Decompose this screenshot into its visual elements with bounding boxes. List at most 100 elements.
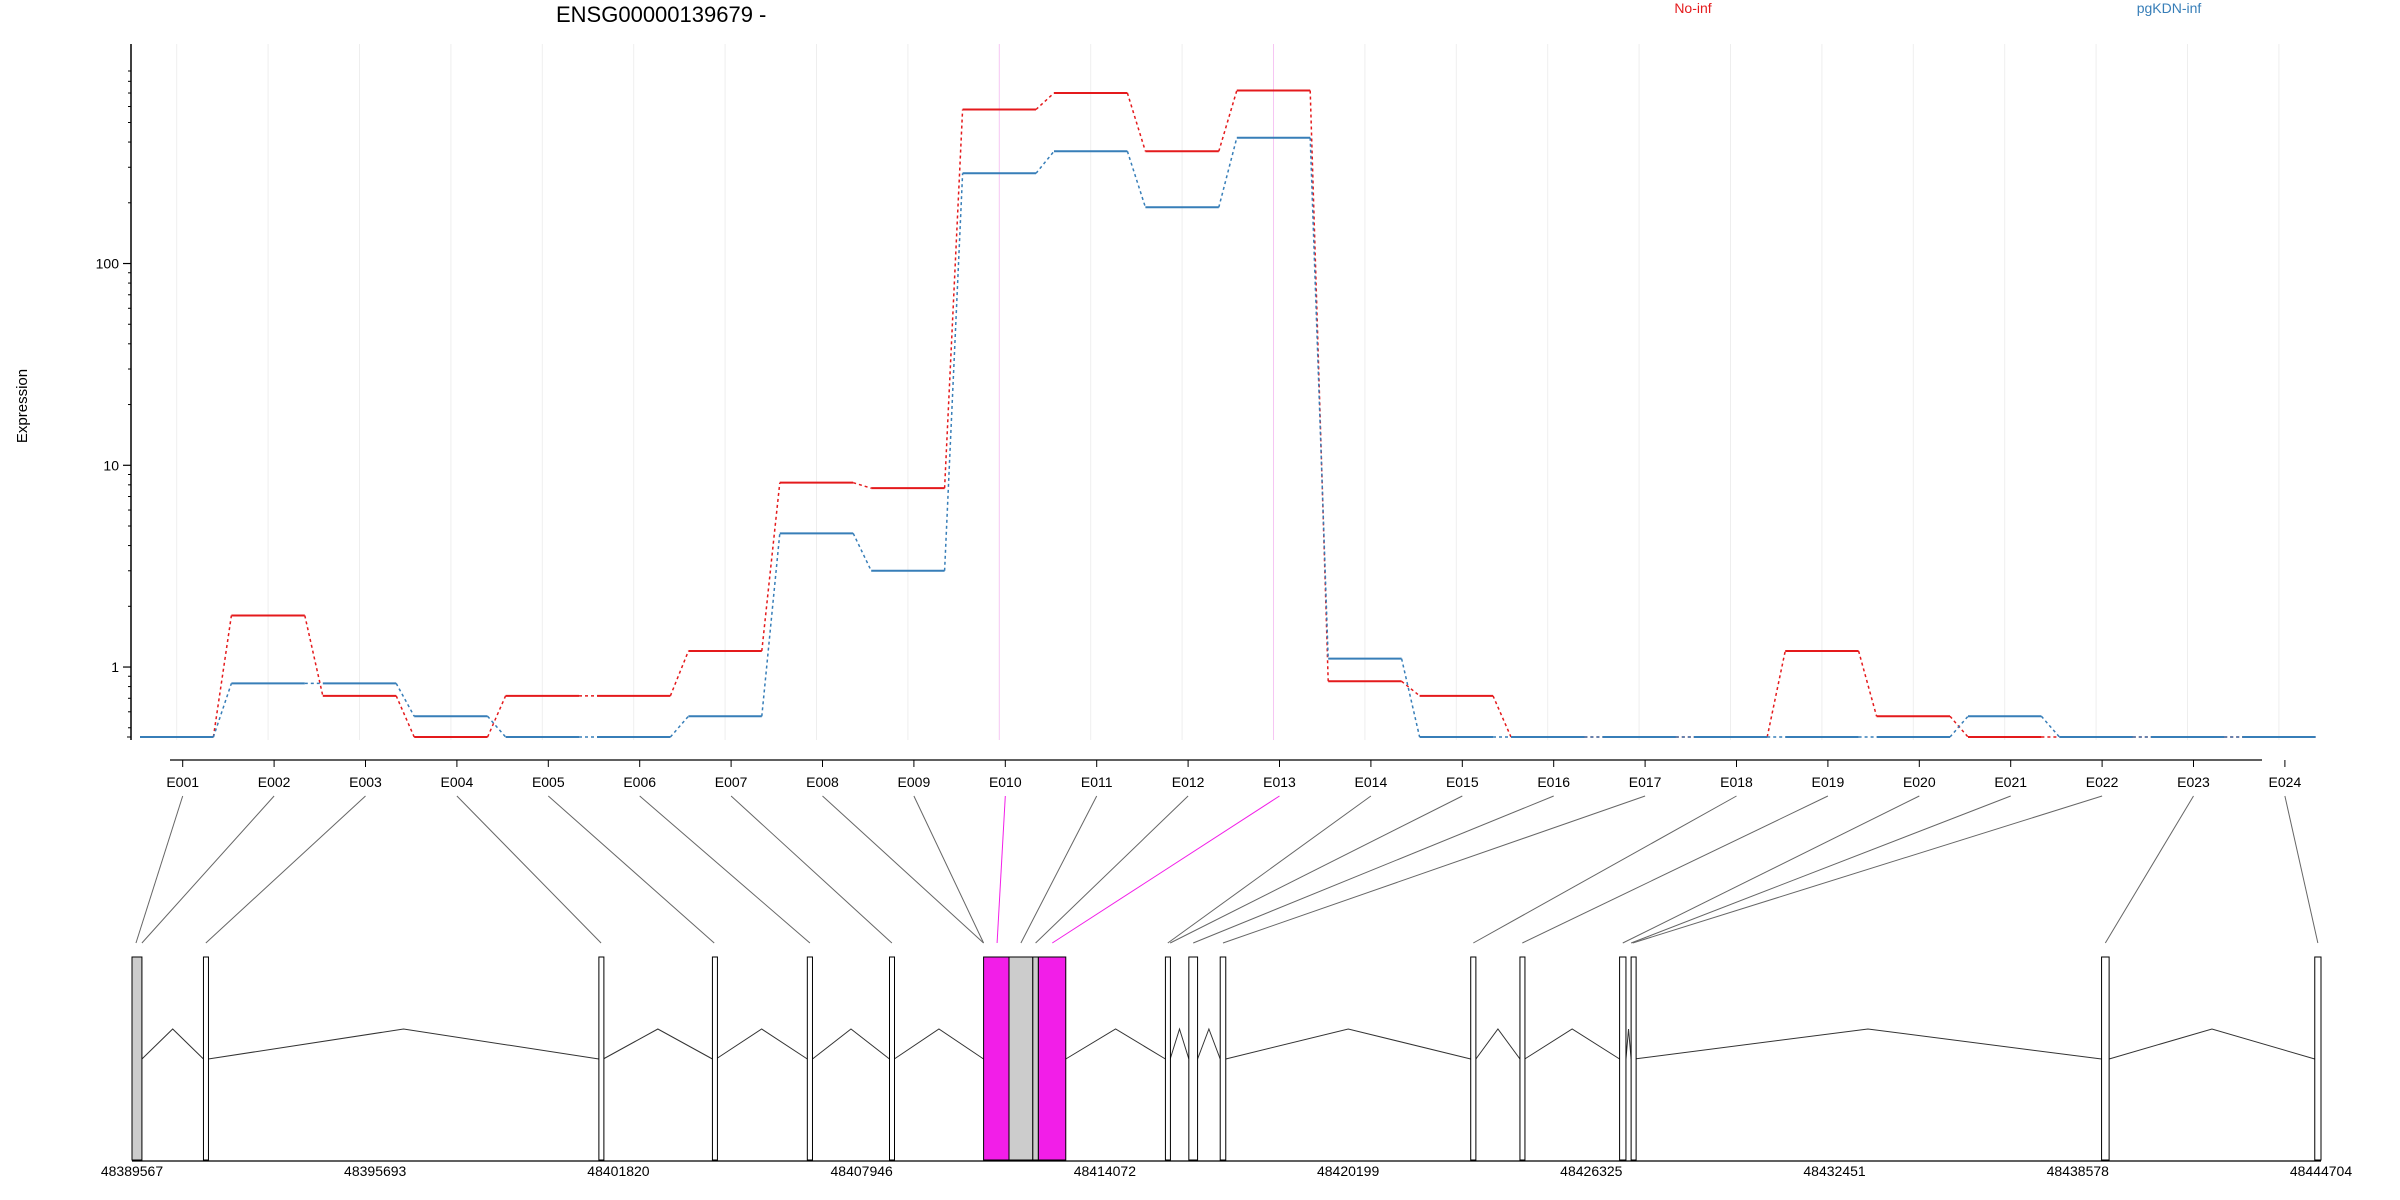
y-tick-label: 100	[96, 256, 120, 272]
exon-block	[202, 956, 209, 1161]
genomic-tick-label: 48401820	[587, 1163, 650, 1179]
x-axis: E001 E002 E003 E004 E005 E006 E007 E008 E009 E010…	[166, 759, 2302, 790]
series-transition	[1126, 151, 1147, 208]
series-transition	[1309, 137, 1329, 659]
x-tick-label-E021: E021	[1994, 774, 2027, 790]
x-tick-label-E009: E009	[898, 774, 931, 790]
intron-connector	[715, 1028, 808, 1060]
link-E013	[1052, 795, 1280, 944]
link-E017	[1222, 795, 1646, 944]
series-transition	[1857, 650, 1878, 717]
x-tick-label-E008: E008	[806, 774, 839, 790]
link-E010	[996, 795, 1006, 944]
series-pgKDN-inf	[140, 136, 2316, 738]
series-transition	[395, 683, 415, 717]
series-transition	[1401, 680, 1421, 697]
series-transition	[1218, 137, 1238, 208]
exon-block	[806, 956, 813, 1161]
x-tick-label-E014: E014	[1355, 774, 1388, 790]
link-E020	[1622, 795, 1920, 944]
x-tick-label-E022: E022	[2086, 774, 2119, 790]
link-E014	[1167, 795, 1372, 944]
x-tick-label-E018: E018	[1720, 774, 1753, 790]
x-tick-label-E019: E019	[1812, 774, 1845, 790]
x-tick-label-E024: E024	[2269, 774, 2302, 790]
series-transition	[487, 715, 507, 738]
grid-lines	[176, 44, 2280, 740]
series-transition	[1766, 650, 1786, 738]
link-E004	[456, 795, 602, 944]
intron-connector	[1634, 1028, 2102, 1060]
x-tick-label-E020: E020	[1903, 774, 1936, 790]
link-E009	[913, 795, 985, 944]
intron-connector	[812, 1028, 890, 1060]
series-transition	[395, 695, 415, 738]
intron-connector	[893, 1028, 984, 1060]
intron-connector	[1625, 1028, 1632, 1060]
series-transition	[761, 533, 781, 717]
series-transition	[943, 173, 964, 571]
series-transition	[1949, 715, 1969, 738]
series-transition	[852, 481, 872, 489]
legend-label-pgkdn-inf: pgKDN-inf	[2137, 0, 2202, 16]
link-E011	[1020, 795, 1098, 944]
intron-connector	[1065, 1028, 1166, 1060]
exon-block	[1470, 956, 1477, 1161]
intron-connector	[603, 1028, 713, 1060]
genomic-tick-label: 48407946	[831, 1163, 894, 1179]
exon-block	[1164, 956, 1171, 1161]
x-tick-label-E011: E011	[1081, 774, 1113, 790]
link-E021	[1630, 795, 2011, 944]
exon-block	[983, 956, 1010, 1161]
exon-block	[2314, 956, 2322, 1161]
genomic-axis: 48389567 48395693 48401820 48407946 48414072…	[101, 1160, 2353, 1179]
genomic-tick-label: 48438578	[2047, 1163, 2110, 1179]
series-transition	[1035, 150, 1055, 174]
intron-connector	[1169, 1027, 1190, 1060]
exon-block	[1032, 956, 1039, 1161]
exon-block	[131, 956, 143, 1161]
series-transition	[1035, 92, 1055, 111]
series-transition	[304, 615, 324, 696]
x-tick-label-E002: E002	[258, 774, 291, 790]
y-tick-label: 10	[103, 457, 119, 473]
x-tick-label-E017: E017	[1629, 774, 1662, 790]
intron-connector	[141, 1028, 204, 1060]
series-transition	[2040, 715, 2060, 738]
intron-connector	[1475, 1028, 1521, 1060]
link-E023	[2104, 795, 2194, 944]
link-E007	[730, 795, 893, 944]
series-transition	[761, 482, 781, 652]
intron-connector	[1197, 1027, 1221, 1060]
exon-link-lines	[135, 795, 2319, 944]
link-E018	[1473, 795, 1737, 944]
link-E019	[1522, 795, 1829, 944]
x-tick-label-E012: E012	[1172, 774, 1205, 790]
link-E002	[141, 795, 275, 944]
y-axis: 1 10 100	[96, 44, 132, 740]
genomic-tick-label: 48420199	[1317, 1163, 1380, 1179]
exon-block	[2101, 956, 2110, 1161]
series-transition	[1218, 90, 1238, 152]
legend-label-no-inf: No-inf	[1674, 0, 1711, 16]
series-No-inf	[140, 89, 2316, 738]
series-transition	[943, 109, 964, 489]
link-E008	[822, 795, 984, 944]
genomic-tick-label: 48444704	[2290, 1163, 2353, 1179]
exon-block	[888, 956, 895, 1161]
x-tick-label-E013: E013	[1263, 774, 1296, 790]
series-transition	[1492, 695, 1512, 738]
intron-connector	[1524, 1028, 1620, 1060]
chart-title: ENSG00000139679 -	[556, 2, 766, 27]
series-transition	[669, 650, 690, 697]
x-tick-label-E010: E010	[989, 774, 1022, 790]
genomic-tick-label: 48432451	[1803, 1163, 1866, 1179]
link-E003	[205, 795, 366, 944]
link-E012	[1035, 795, 1189, 944]
exon-block	[711, 956, 718, 1161]
exon-block	[1037, 956, 1067, 1161]
exon-block	[1619, 956, 1627, 1161]
x-tick-label-E004: E004	[441, 774, 474, 790]
y-axis-label: Expression	[14, 369, 31, 443]
